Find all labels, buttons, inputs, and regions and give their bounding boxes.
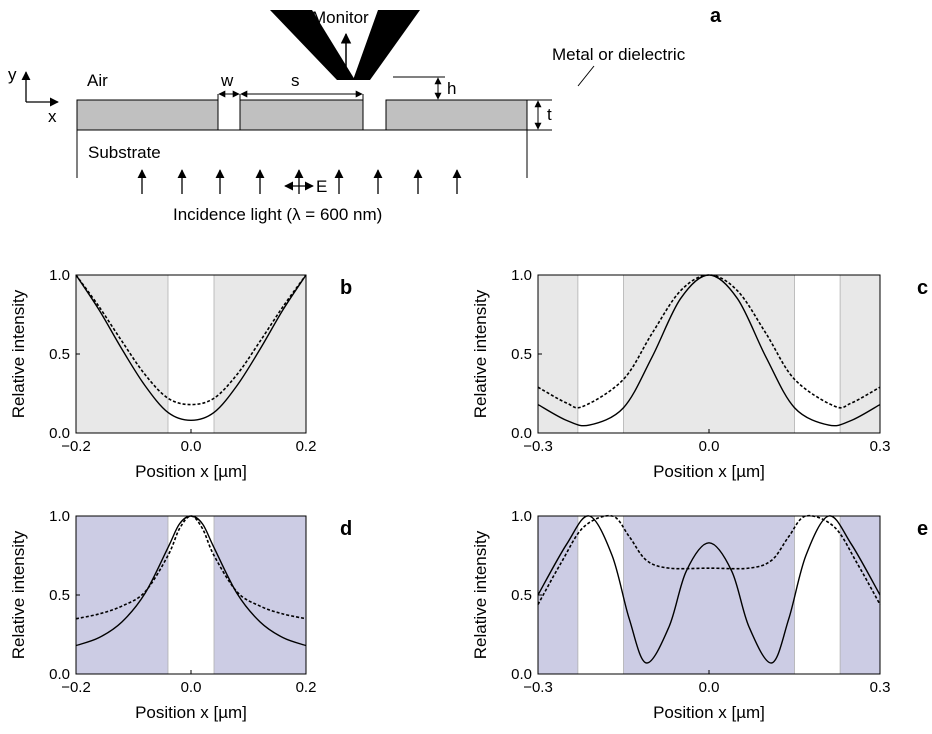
x-tick-label: 0.0 xyxy=(181,438,202,455)
slit-region xyxy=(168,275,214,433)
y-axis-label: Relative intensity xyxy=(471,289,490,418)
x-axis-label: Position x [µm] xyxy=(653,462,765,481)
y-tick-label: 0.5 xyxy=(49,587,70,604)
x-tick-label: 0.2 xyxy=(296,438,317,455)
series-line-dashed xyxy=(537,274,881,409)
slab-left xyxy=(76,99,219,131)
dim-s-label: s xyxy=(291,71,300,90)
y-tick-label: 1.0 xyxy=(511,267,532,284)
schematic: a y x Monitor Metal or dielectric Air Su… xyxy=(8,5,722,224)
y-tick-label: 0.0 xyxy=(49,666,70,683)
x-tick-label: −0.2 xyxy=(61,438,91,455)
y-tick-label: 0.0 xyxy=(511,666,532,683)
y-axis-label: Relative intensity xyxy=(471,530,490,659)
material-leader-line xyxy=(577,65,595,87)
series-line-solid xyxy=(75,274,307,422)
x-tick-label: −0.2 xyxy=(61,679,91,696)
x-tick-label: 0.0 xyxy=(699,438,720,455)
y-tick-label: 1.0 xyxy=(511,508,532,525)
panel-label-d: d xyxy=(340,518,352,540)
slit-region xyxy=(794,275,841,433)
y-tick-label: 0.5 xyxy=(511,346,532,363)
series-line-dashed xyxy=(537,514,881,605)
monitor-probe-right xyxy=(353,10,420,80)
x-axis-label: Position x [µm] xyxy=(135,703,247,722)
x-tick-label: 0.2 xyxy=(296,679,317,696)
x-axis-label: Position x [µm] xyxy=(135,462,247,481)
x-tick-label: 0.0 xyxy=(181,679,202,696)
y-tick-label: 0.0 xyxy=(511,425,532,442)
y-tick-label: 0.0 xyxy=(49,425,70,442)
y-tick-label: 1.0 xyxy=(49,267,70,284)
monitor-label: Monitor xyxy=(312,8,369,27)
substrate-label: Substrate xyxy=(88,143,161,162)
dim-t-label: t xyxy=(547,105,552,124)
panel-label-c: c xyxy=(917,277,928,299)
x-axis-label: Position x [µm] xyxy=(653,703,765,722)
incident-light-arrows xyxy=(137,169,462,194)
x-tick-label: 0.0 xyxy=(699,679,720,696)
panel-label-b: b xyxy=(340,277,352,299)
slab-middle xyxy=(239,99,364,131)
slit-region xyxy=(168,516,214,674)
air-label: Air xyxy=(87,71,108,90)
incidence-label: Incidence light (λ = 600 nm) xyxy=(173,205,382,224)
y-tick-label: 0.5 xyxy=(49,346,70,363)
material-label: Metal or dielectric xyxy=(552,45,686,64)
e-field-label: E xyxy=(316,177,327,196)
series-line-solid xyxy=(537,515,881,664)
x-tick-label: 0.3 xyxy=(870,438,891,455)
y-axis-label: Relative intensity xyxy=(9,530,28,659)
panel-label-a: a xyxy=(710,5,722,27)
y-axis-label: Relative intensity xyxy=(9,289,28,418)
monitor-probe-left xyxy=(270,10,355,80)
panel-label-e: e xyxy=(917,518,928,540)
x-tick-label: −0.3 xyxy=(523,679,553,696)
x-tick-label: −0.3 xyxy=(523,438,553,455)
dim-h-label: h xyxy=(447,79,456,98)
axis-y-label: y xyxy=(8,65,17,84)
slab-right xyxy=(385,99,528,131)
x-tick-label: 0.3 xyxy=(870,679,891,696)
slit-region xyxy=(577,275,624,433)
dim-w-label: w xyxy=(220,71,234,90)
y-tick-label: 0.5 xyxy=(511,587,532,604)
slit-region xyxy=(794,516,841,674)
slit-region xyxy=(577,516,624,674)
y-tick-label: 1.0 xyxy=(49,508,70,525)
axis-x-label: x xyxy=(48,107,57,126)
